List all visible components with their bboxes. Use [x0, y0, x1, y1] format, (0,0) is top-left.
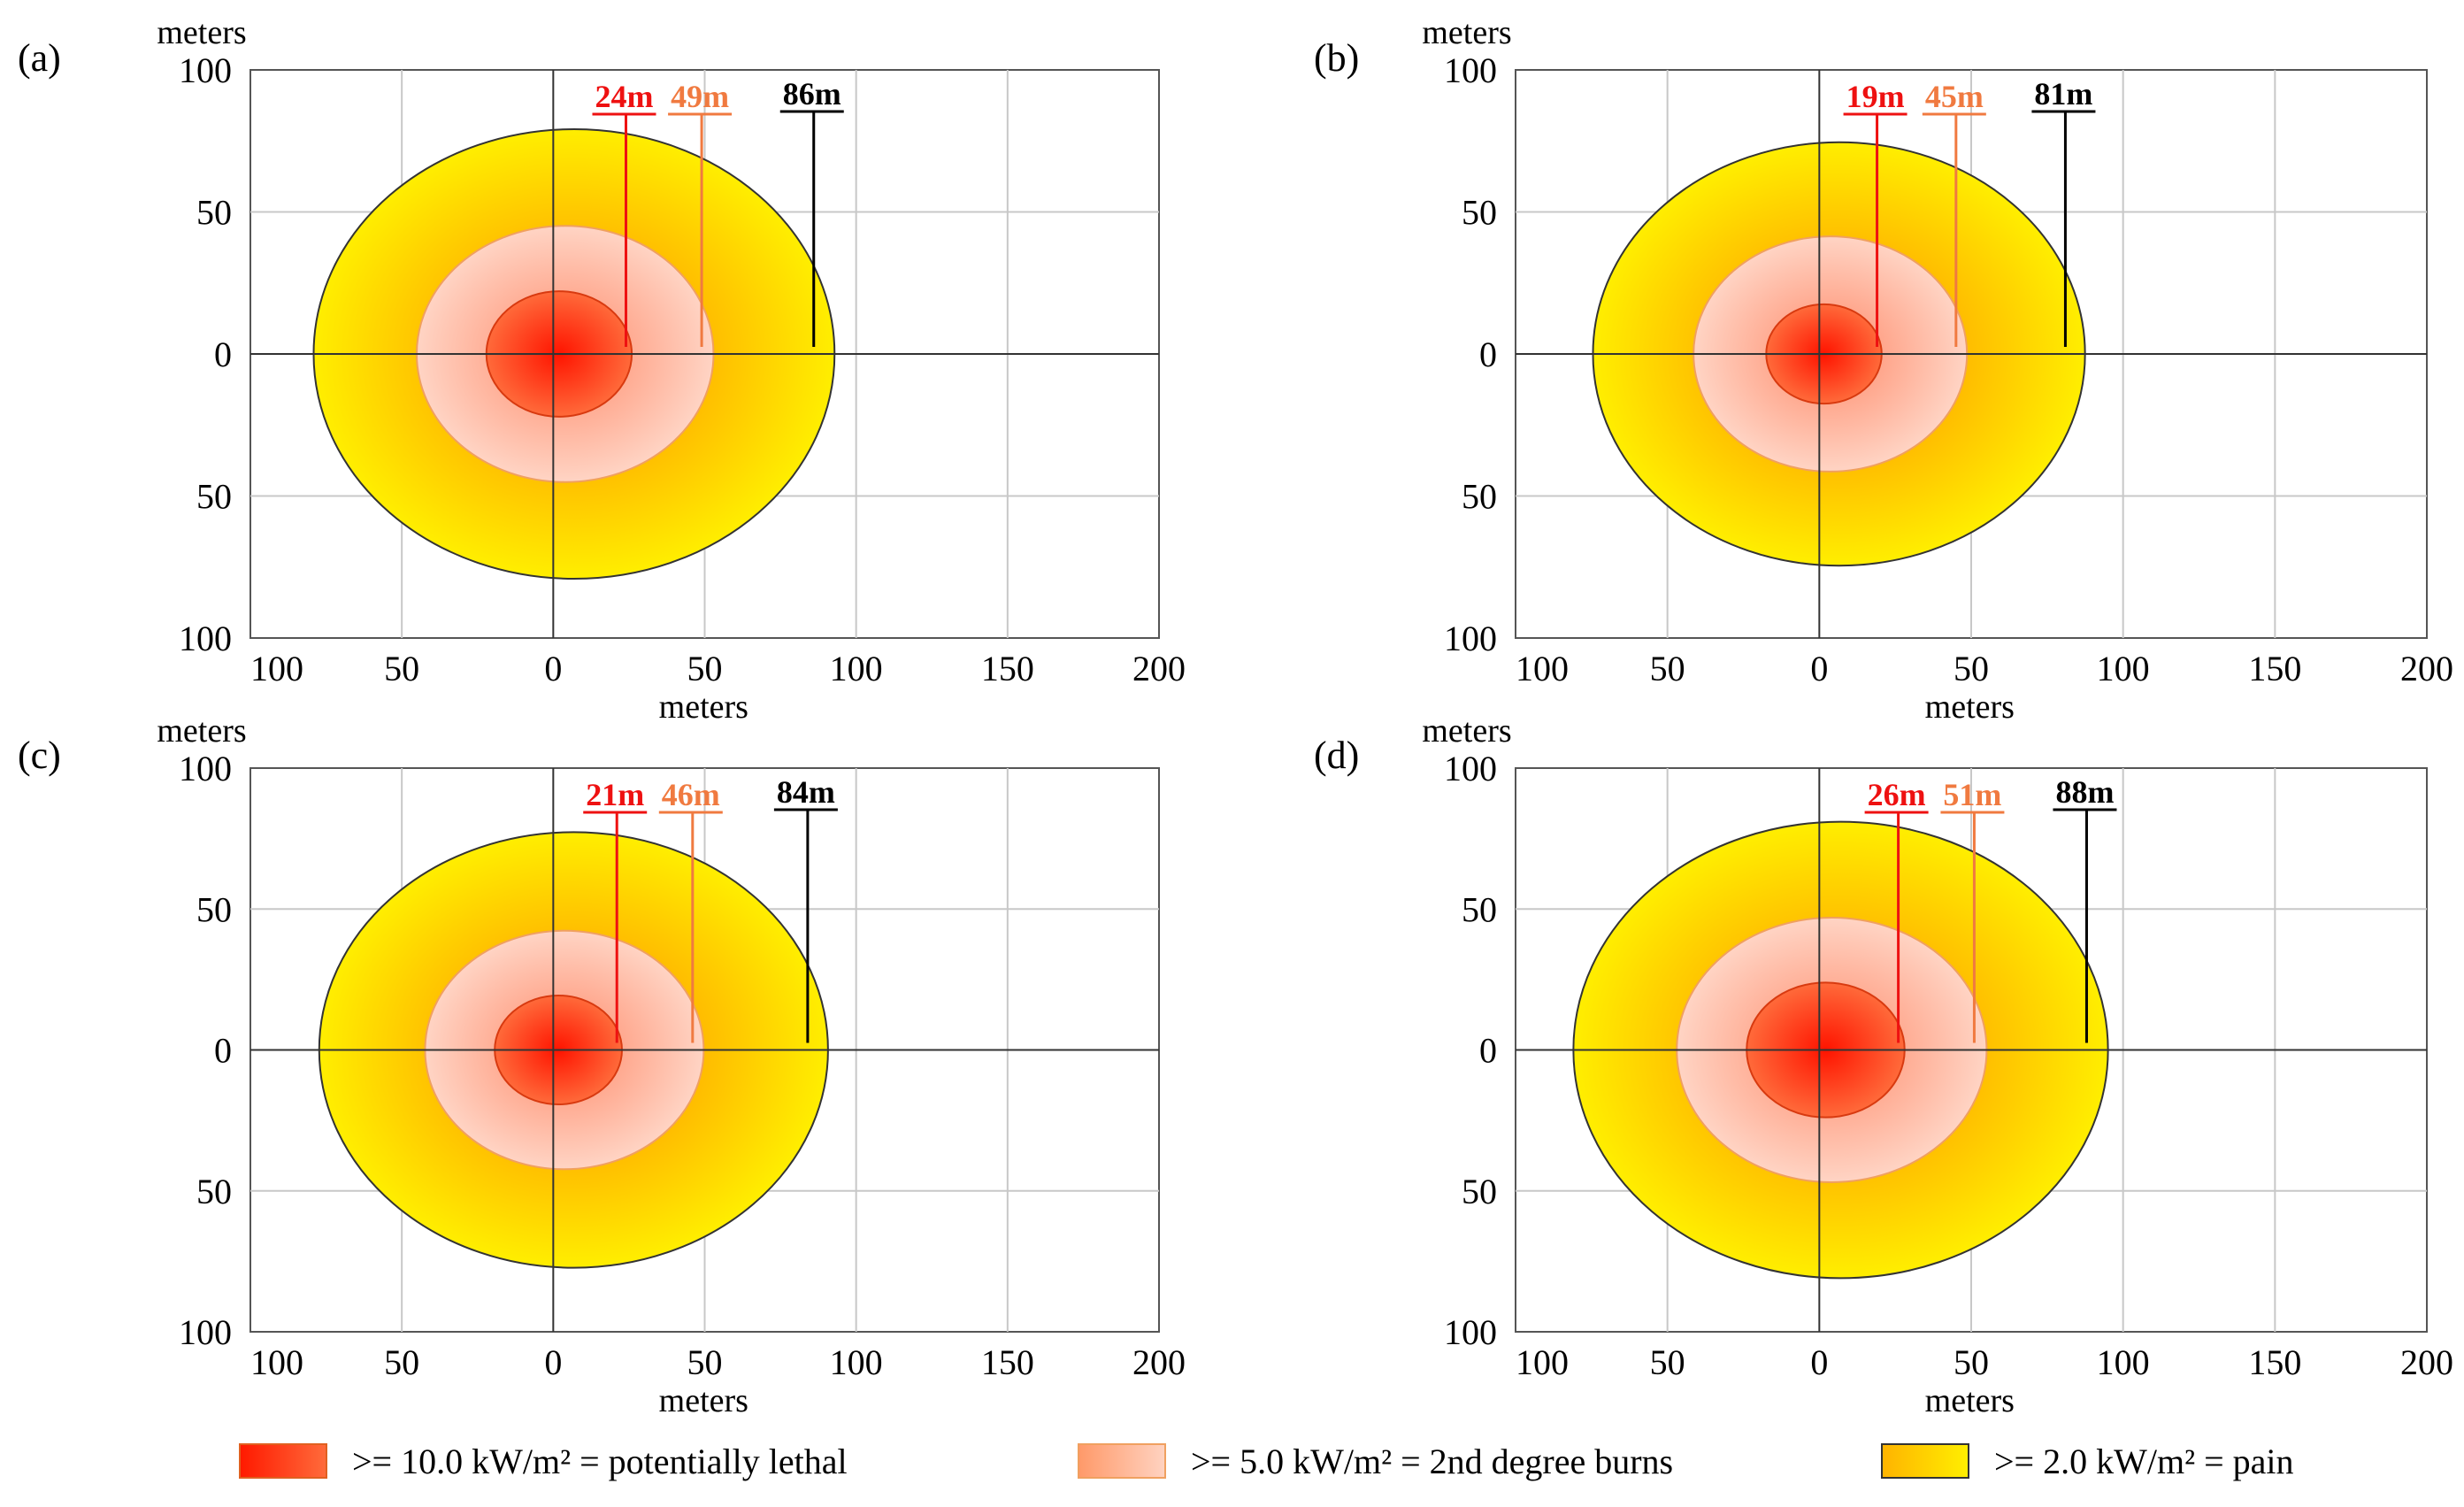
x-tick-label: 100	[1516, 1342, 1569, 1382]
x-tick-label: 200	[2400, 649, 2453, 688]
x-tick-label: 100	[830, 649, 883, 688]
radius-label-pain: 81m	[2034, 76, 2092, 111]
x-tick-label: 50	[1954, 649, 1989, 688]
radius-label-burns: 46m	[662, 777, 720, 812]
panel-label: (d)	[1314, 734, 1359, 777]
y-axis-title: meters	[157, 712, 246, 750]
radius-label-pain: 88m	[2055, 774, 2114, 810]
y-axis-title: meters	[1422, 14, 1511, 51]
panel-label: (c)	[18, 734, 61, 777]
y-tick-label: 0	[214, 334, 232, 374]
radius-label-burns: 51m	[1943, 777, 2001, 812]
x-tick-label: 50	[384, 649, 419, 688]
x-tick-label: 100	[2097, 1342, 2150, 1382]
legend-label-lethal: >= 10.0 kW/m² = potentially lethal	[352, 1441, 848, 1481]
legend-swatch-pain	[1881, 1443, 1969, 1479]
legend-item-lethal: >= 10.0 kW/m² = potentially lethal	[239, 1438, 848, 1484]
y-tick-label: 50	[196, 1172, 232, 1211]
y-tick-label: 0	[214, 1031, 232, 1071]
y-tick-label: 100	[179, 1312, 232, 1352]
x-tick-label: 150	[2248, 649, 2301, 688]
y-tick-label: 100	[179, 749, 232, 788]
y-tick-label: 100	[179, 619, 232, 658]
panel-label: (a)	[18, 36, 61, 80]
x-tick-label: 100	[250, 649, 303, 688]
y-tick-label: 100	[1444, 619, 1497, 658]
radius-label-lethal: 21m	[586, 777, 644, 812]
legend-label-pain: >= 2.0 kW/m² = pain	[1994, 1441, 2294, 1481]
y-tick-label: 100	[1444, 50, 1497, 90]
x-axis-title: meters	[1925, 688, 2015, 726]
x-tick-label: 50	[1650, 649, 1685, 688]
x-tick-label: 0	[1810, 649, 1828, 688]
x-tick-label: 100	[830, 1342, 883, 1382]
x-tick-label: 50	[1650, 1342, 1685, 1382]
panel-label: (b)	[1314, 36, 1359, 80]
x-tick-label: 50	[384, 1342, 419, 1382]
legend-item-pain: >= 2.0 kW/m² = pain	[1881, 1438, 2294, 1484]
radius-label-burns: 45m	[1925, 79, 1984, 114]
y-axis-title: meters	[157, 14, 246, 51]
y-tick-label: 0	[1479, 334, 1497, 374]
x-tick-label: 50	[1954, 1342, 1989, 1382]
x-tick-label: 100	[1516, 649, 1569, 688]
y-tick-label: 100	[179, 50, 232, 90]
x-tick-label: 200	[1132, 1342, 1186, 1382]
x-tick-label: 0	[1810, 1342, 1828, 1382]
y-tick-label: 50	[196, 477, 232, 517]
x-tick-label: 200	[1132, 649, 1186, 688]
x-tick-label: 50	[687, 649, 723, 688]
x-tick-label: 150	[2248, 1342, 2301, 1382]
x-axis-title: meters	[659, 688, 748, 726]
y-tick-label: 0	[1479, 1031, 1497, 1071]
legend-swatch-lethal	[239, 1443, 327, 1479]
radius-label-lethal: 24m	[595, 79, 653, 114]
radius-label-lethal: 19m	[1846, 79, 1905, 114]
y-tick-label: 50	[1462, 477, 1497, 517]
legend-label-burns: >= 5.0 kW/m² = 2nd degree burns	[1191, 1441, 1674, 1481]
x-tick-label: 100	[250, 1342, 303, 1382]
y-tick-label: 50	[196, 193, 232, 233]
radius-label-burns: 49m	[671, 79, 729, 114]
x-tick-label: 0	[544, 649, 562, 688]
x-tick-label: 150	[981, 649, 1034, 688]
legend-item-burns: >= 5.0 kW/m² = 2nd degree burns	[1078, 1438, 1673, 1484]
y-tick-label: 50	[1462, 1172, 1497, 1211]
y-tick-label: 50	[1462, 193, 1497, 233]
radius-label-pain: 84m	[777, 774, 835, 810]
y-axis-title: meters	[1422, 712, 1511, 750]
x-tick-label: 150	[981, 1342, 1034, 1382]
y-tick-label: 50	[196, 889, 232, 929]
radius-label-lethal: 26m	[1868, 777, 1926, 812]
y-tick-label: 100	[1444, 1312, 1497, 1352]
y-tick-label: 100	[1444, 749, 1497, 788]
x-tick-label: 0	[544, 1342, 562, 1382]
legend: >= 10.0 kW/m² = potentially lethal >= 5.…	[0, 1422, 2464, 1493]
radius-label-pain: 86m	[783, 76, 841, 111]
x-axis-title: meters	[1925, 1382, 2015, 1419]
y-tick-label: 50	[1462, 889, 1497, 929]
x-tick-label: 200	[2400, 1342, 2453, 1382]
x-tick-label: 100	[2097, 649, 2150, 688]
legend-swatch-burns	[1078, 1443, 1166, 1479]
x-tick-label: 50	[687, 1342, 723, 1382]
x-axis-title: meters	[659, 1382, 748, 1419]
